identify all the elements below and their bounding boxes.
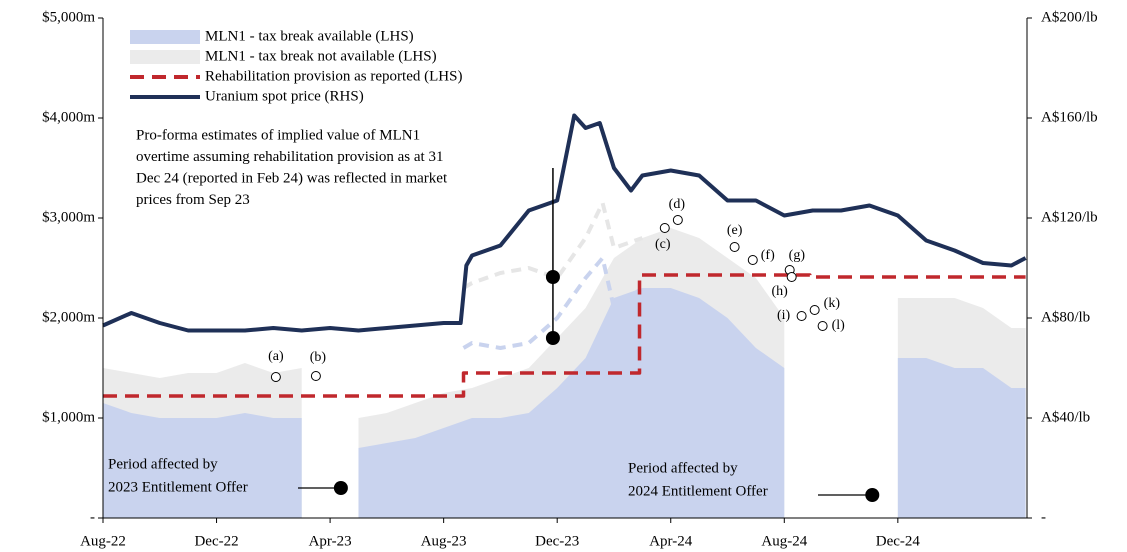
x-tick-label: Apr-23 bbox=[309, 533, 352, 549]
annotation-text: Dec 24 (reported in Feb 24) was reflecte… bbox=[136, 170, 448, 186]
point-label: (d) bbox=[669, 197, 686, 212]
y2-tick-label: A$40/lb bbox=[1041, 409, 1090, 425]
legend-swatch bbox=[130, 50, 200, 64]
annotation-text: prices from Sep 23 bbox=[136, 192, 250, 208]
point bbox=[817, 321, 828, 331]
point-label: (i) bbox=[777, 308, 791, 323]
annotation-dot bbox=[865, 488, 880, 502]
x-tick-label: Aug-22 bbox=[80, 533, 126, 549]
y-tick-label: $2,000m bbox=[42, 309, 95, 325]
point bbox=[796, 311, 807, 321]
x-tick-label: Dec-23 bbox=[535, 533, 579, 549]
annotation-text: Period affected by bbox=[108, 456, 218, 472]
x-tick-label: Aug-23 bbox=[421, 533, 467, 549]
point-label: (g) bbox=[789, 248, 806, 263]
pro-forma-line bbox=[462, 201, 644, 290]
point bbox=[786, 272, 797, 282]
point-label: (c) bbox=[655, 237, 671, 252]
legend-label: MLN1 - tax break available (LHS) bbox=[205, 28, 414, 44]
annotation-text: Pro-forma estimates of implied value of … bbox=[136, 127, 420, 143]
annotation-text: overtime assuming rehabilitation provisi… bbox=[136, 149, 443, 165]
point-label: (k) bbox=[824, 296, 841, 311]
y2-tick-label: - bbox=[1041, 509, 1046, 525]
point-label: (h) bbox=[772, 284, 789, 299]
annotation-text: 2023 Entitlement Offer bbox=[108, 479, 248, 495]
legend-swatch bbox=[130, 30, 200, 44]
x-tick-label: Dec-24 bbox=[876, 533, 921, 549]
point-label: (f) bbox=[761, 248, 775, 263]
point-label: (l) bbox=[832, 318, 846, 333]
y-tick-label: - bbox=[90, 509, 95, 525]
point bbox=[747, 255, 758, 265]
pro-forma-line bbox=[462, 256, 644, 350]
point bbox=[270, 372, 281, 382]
x-tick-label: Apr-24 bbox=[649, 533, 693, 549]
annotation-dot bbox=[545, 331, 560, 345]
annotation-text: Period affected by bbox=[628, 460, 738, 476]
point bbox=[672, 215, 683, 225]
point bbox=[659, 223, 670, 233]
legend-label: Rehabilitation provision as reported (LH… bbox=[205, 68, 462, 84]
legend-label: Uranium spot price (RHS) bbox=[205, 88, 364, 104]
point bbox=[809, 305, 820, 315]
line bbox=[103, 273, 1026, 398]
legend-label: MLN1 - tax break not available (LHS) bbox=[205, 48, 437, 64]
x-tick-label: Aug-24 bbox=[761, 533, 807, 549]
y2-tick-label: A$200/lb bbox=[1041, 9, 1098, 25]
y2-tick-label: A$160/lb bbox=[1041, 109, 1098, 125]
line bbox=[102, 113, 1027, 333]
y-tick-label: $4,000m bbox=[42, 109, 95, 125]
area bbox=[103, 288, 1026, 518]
point-label: (a) bbox=[268, 349, 284, 364]
annotation-dot bbox=[333, 481, 348, 495]
y-tick-label: $5,000m bbox=[42, 9, 95, 25]
y-tick-label: $3,000m bbox=[42, 209, 95, 225]
annotation-dot bbox=[545, 270, 560, 284]
annotation-text: 2024 Entitlement Offer bbox=[628, 483, 768, 499]
point-label: (e) bbox=[727, 223, 743, 238]
x-tick-label: Dec-22 bbox=[194, 533, 238, 549]
point-label: (b) bbox=[310, 350, 327, 365]
point bbox=[729, 242, 740, 252]
point bbox=[310, 371, 321, 381]
y2-tick-label: A$120/lb bbox=[1041, 209, 1098, 225]
y-tick-label: $1,000m bbox=[42, 409, 95, 425]
y2-tick-label: A$80/lb bbox=[1041, 309, 1090, 325]
